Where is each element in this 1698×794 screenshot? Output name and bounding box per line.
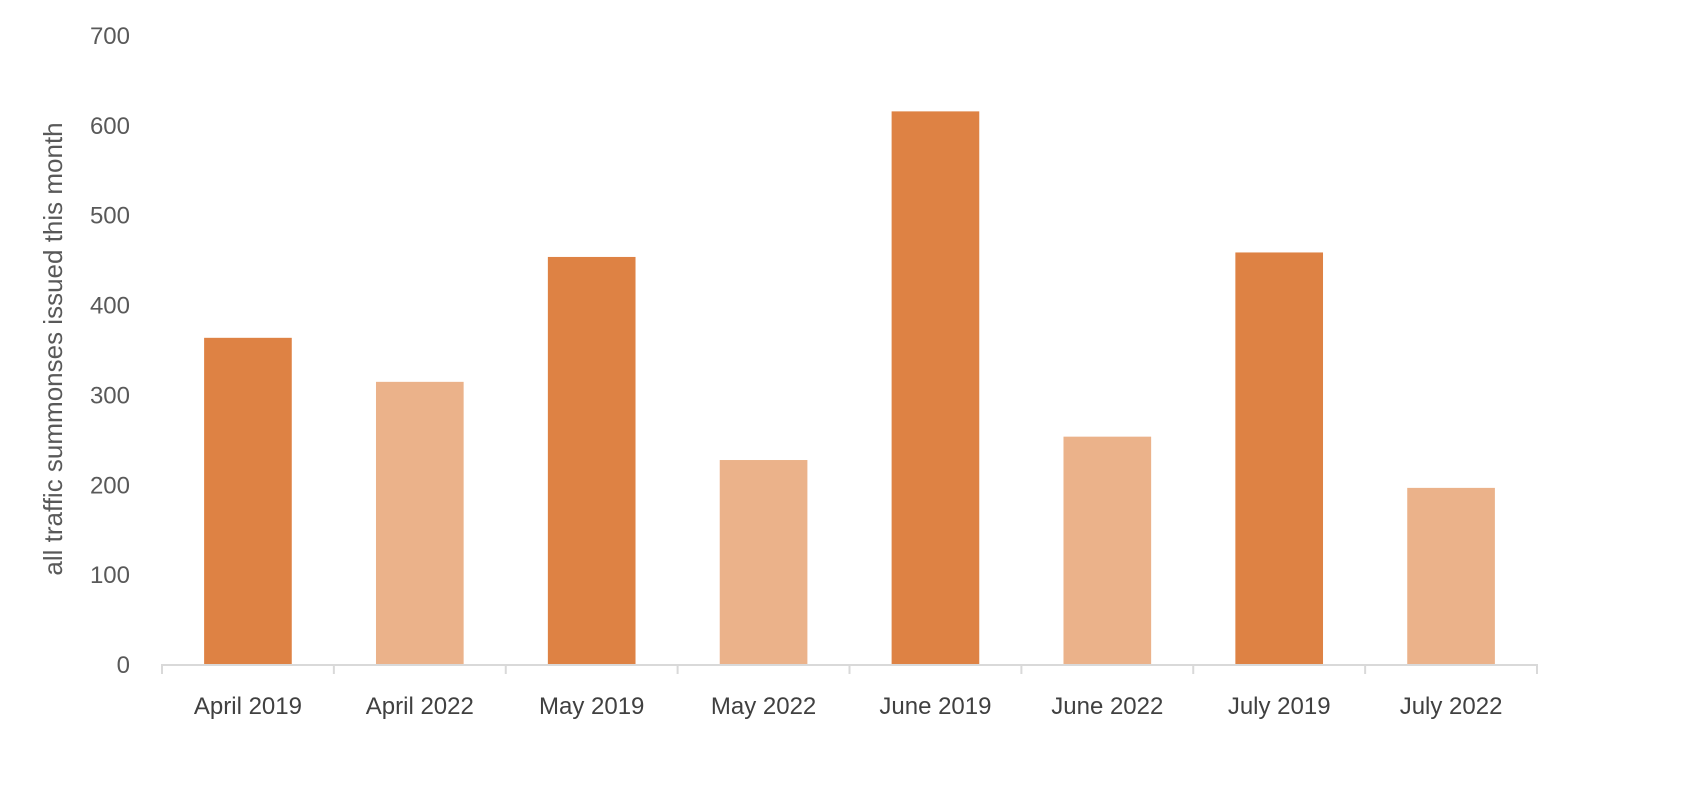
y-tick-label: 200 xyxy=(90,472,130,499)
bar-april-2022 xyxy=(375,381,464,664)
bar-june-2022 xyxy=(1063,436,1152,664)
bar-july-2022 xyxy=(1407,487,1495,664)
x-tick-label: May 2019 xyxy=(539,693,644,720)
bar-april-2019 xyxy=(204,337,292,664)
y-axis-ticks: 0 100 200 300 400 500 600 700 xyxy=(90,23,130,679)
bar-july-2019 xyxy=(1235,252,1324,664)
y-tick-label: 600 xyxy=(90,113,130,140)
x-tick-label: July 2019 xyxy=(1228,693,1331,720)
x-tick-label: July 2022 xyxy=(1400,693,1503,720)
bar-may-2019 xyxy=(547,256,636,664)
bars xyxy=(204,111,1495,665)
y-tick-label: 0 xyxy=(117,652,130,679)
y-tick-label: 400 xyxy=(90,293,130,320)
bar-june-2019 xyxy=(891,111,980,665)
x-axis: April 2019 April 2022 May 2019 May 2022 June… xyxy=(161,664,1538,720)
x-tick-label: May 2022 xyxy=(711,693,816,720)
x-tick-label: June 2019 xyxy=(879,693,991,720)
y-tick-label: 100 xyxy=(90,562,130,589)
y-tick-label: 300 xyxy=(90,382,130,409)
x-tick-label: June 2022 xyxy=(1051,693,1163,720)
y-tick-label: 500 xyxy=(90,203,130,230)
x-tick-label: April 2019 xyxy=(194,693,302,720)
y-tick-label: 700 xyxy=(90,23,130,50)
bar-may-2022 xyxy=(719,460,808,664)
y-axis-label: all traffic summonses issued this month xyxy=(38,122,68,575)
x-tick-label: April 2022 xyxy=(366,693,474,720)
